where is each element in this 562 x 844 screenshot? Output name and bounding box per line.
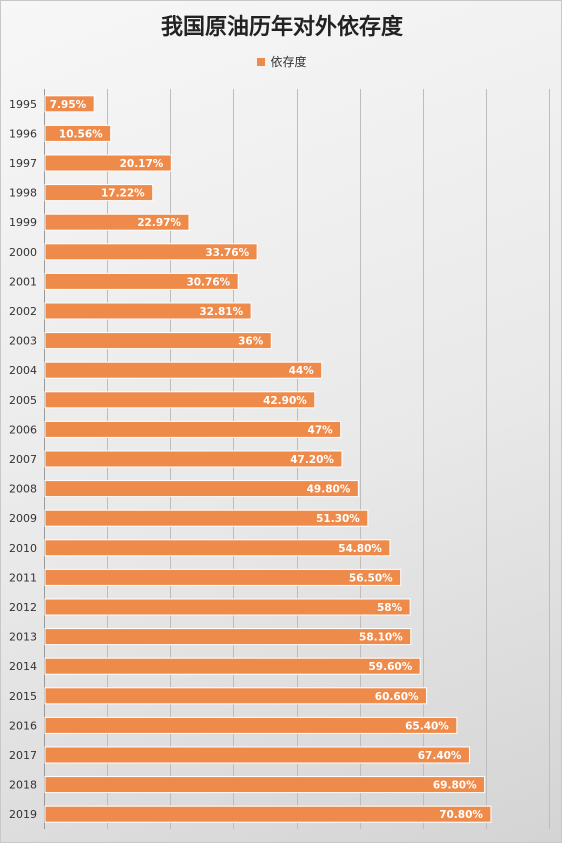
bar xyxy=(44,420,342,438)
data-label: 58% xyxy=(377,602,403,614)
bar xyxy=(44,568,402,586)
data-label: 44% xyxy=(289,365,315,377)
category-tick-label: 2004 xyxy=(9,364,37,377)
data-label: 10.56% xyxy=(59,128,103,140)
bar xyxy=(44,450,343,468)
bar xyxy=(44,184,154,202)
data-label: 17.22% xyxy=(101,188,145,200)
bar xyxy=(44,805,492,823)
bar xyxy=(44,657,421,675)
data-label: 20.17% xyxy=(120,158,164,170)
category-tick-label: 2018 xyxy=(9,779,37,792)
bar xyxy=(44,272,239,290)
legend-swatch xyxy=(257,57,266,66)
category-tick-label: 1998 xyxy=(9,187,37,200)
bar xyxy=(44,598,411,616)
category-tick-label: 2010 xyxy=(9,542,37,555)
category-tick-label: 2002 xyxy=(9,305,37,318)
bar xyxy=(44,509,369,527)
data-label: 54.80% xyxy=(338,543,382,555)
bar xyxy=(44,628,412,646)
data-label: 49.80% xyxy=(307,484,351,496)
data-label: 30.76% xyxy=(186,276,230,288)
data-label: 47.20% xyxy=(290,454,334,466)
data-label: 7.95% xyxy=(50,99,87,111)
data-label: 67.40% xyxy=(418,750,462,762)
category-tick-label: 2000 xyxy=(9,246,37,259)
bar xyxy=(44,687,428,705)
data-label: 32.81% xyxy=(199,306,243,318)
chart-title: 我国原油历年对外依存度 xyxy=(160,15,403,40)
bar xyxy=(44,746,470,764)
data-label: 59.60% xyxy=(368,661,412,673)
data-label: 70.80% xyxy=(439,809,483,821)
bar xyxy=(44,95,95,113)
category-tick-label: 2017 xyxy=(9,749,37,762)
bar xyxy=(44,391,316,409)
data-label: 58.10% xyxy=(359,632,403,644)
category-tick-label: 2014 xyxy=(9,660,37,673)
bar xyxy=(44,213,190,231)
bar xyxy=(44,776,486,794)
legend-label: 依存度 xyxy=(270,55,307,69)
category-tick-label: 2007 xyxy=(9,453,37,466)
bar xyxy=(44,480,359,498)
bar xyxy=(44,154,172,172)
bar xyxy=(44,539,391,557)
bar xyxy=(44,332,272,350)
category-tick-label: 2006 xyxy=(9,423,37,436)
data-label: 47% xyxy=(308,424,334,436)
data-label: 51.30% xyxy=(316,513,360,525)
category-tick-label: 2016 xyxy=(9,719,37,732)
data-label: 36% xyxy=(238,336,264,348)
chart-legend: 依存度 xyxy=(1,53,562,70)
data-label: 60.60% xyxy=(375,691,419,703)
category-tick-label: 1999 xyxy=(9,216,37,229)
category-tick-label: 2019 xyxy=(9,808,37,821)
category-tick-label: 2008 xyxy=(9,483,37,496)
category-tick-label: 1996 xyxy=(9,127,37,140)
category-tick-label: 2005 xyxy=(9,394,37,407)
category-tick-label: 2011 xyxy=(9,571,37,584)
bar xyxy=(44,302,252,320)
category-tick-label: 1997 xyxy=(9,157,37,170)
data-label: 56.50% xyxy=(349,572,393,584)
category-tick-label: 2012 xyxy=(9,601,37,614)
category-tick-label: 1995 xyxy=(9,98,37,111)
data-label: 22.97% xyxy=(137,217,181,229)
bar xyxy=(44,716,458,734)
category-tick-label: 2001 xyxy=(9,275,37,288)
data-label: 33.76% xyxy=(205,247,249,259)
data-label: 69.80% xyxy=(433,780,477,792)
bar xyxy=(44,124,112,142)
data-label: 42.90% xyxy=(263,395,307,407)
category-tick-label: 2003 xyxy=(9,335,37,348)
bar xyxy=(44,361,323,379)
category-tick-label: 2015 xyxy=(9,690,37,703)
category-tick-label: 2013 xyxy=(9,631,37,644)
data-label: 65.40% xyxy=(405,720,449,732)
category-tick-label: 2009 xyxy=(9,512,37,525)
bar xyxy=(44,243,258,261)
